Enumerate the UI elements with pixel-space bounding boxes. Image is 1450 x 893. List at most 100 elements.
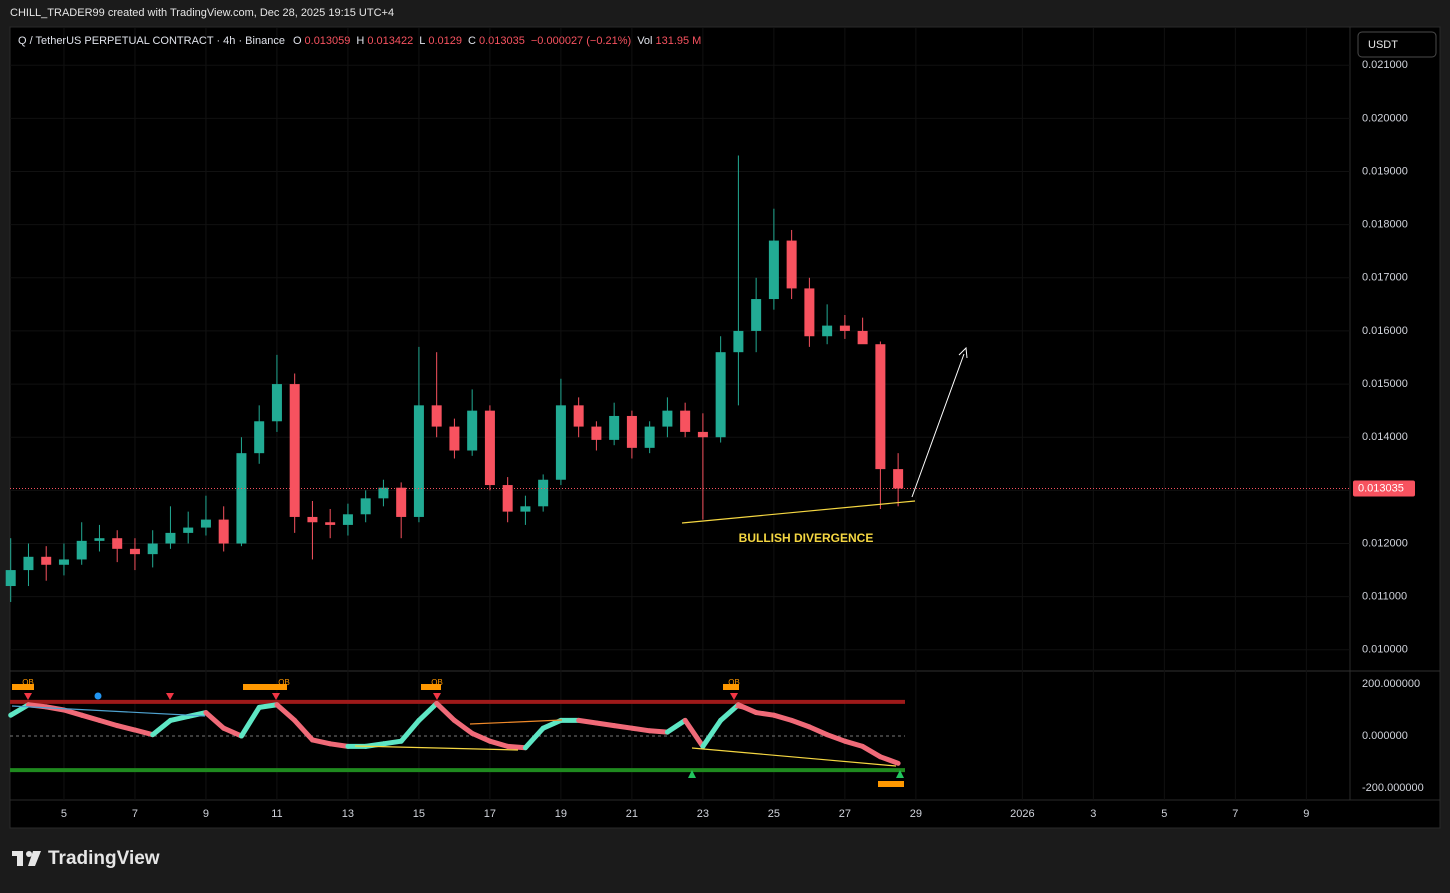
oscillator-segment <box>522 725 546 751</box>
change: −0.000027 (−0.21%) <box>530 35 632 47</box>
oscillator-segment <box>611 723 635 731</box>
divergence-line <box>681 500 916 524</box>
ob-label: OB <box>22 678 34 687</box>
x-tick-label: 2026 <box>1010 808 1034 820</box>
candles <box>5 155 1350 602</box>
marker <box>421 684 441 690</box>
candle-body <box>609 415 620 440</box>
last-price-box <box>1353 480 1415 497</box>
candle-body <box>342 514 353 525</box>
x-tick-label: 19 <box>555 808 567 820</box>
marker <box>723 684 739 690</box>
candle-body <box>449 426 460 451</box>
candle-body <box>94 538 105 541</box>
oscillator-segment <box>682 717 706 749</box>
oscillator-segment <box>540 717 564 731</box>
candle-body <box>41 556 52 565</box>
osc-divergence-line <box>354 745 519 751</box>
oscillator-segment <box>114 723 138 733</box>
candle-body <box>112 538 123 549</box>
y-tick-label: 0.020000 <box>1362 112 1408 124</box>
oscillator-segment <box>505 743 528 751</box>
currency-label[interactable]: USDT <box>1368 39 1398 51</box>
oscillator-segment <box>167 713 191 723</box>
x-tick-label: 9 <box>203 808 209 820</box>
oscillator-segment <box>96 717 120 729</box>
x-tick-label: 11 <box>271 808 282 820</box>
y-tick-label: 0.017000 <box>1362 272 1408 284</box>
oscillator-segment <box>789 717 812 730</box>
y-tick-label: 0.021000 <box>1362 59 1408 71</box>
oscillator-segment <box>79 712 102 723</box>
candle-body <box>325 522 336 525</box>
logo-part <box>17 851 23 866</box>
last-price-label: 0.013035 <box>1358 482 1404 494</box>
y-tick-label: 0.012000 <box>1362 537 1408 549</box>
oscillator-segment <box>451 717 475 736</box>
oscillator-segment <box>629 725 653 734</box>
osc-markers <box>12 684 904 787</box>
x-tick-label: 5 <box>1161 808 1167 820</box>
logo-part <box>28 851 41 866</box>
currency-button[interactable] <box>1357 31 1437 58</box>
annotation: BULLISH DIVERGENCE <box>739 531 874 545</box>
oscillator-segment <box>256 702 280 710</box>
oscillator-segment <box>61 707 85 718</box>
oscillator-segment <box>238 704 262 739</box>
candle-body <box>822 325 833 337</box>
x-tick-label: 7 <box>132 808 138 820</box>
x-tick-label: 29 <box>910 808 922 820</box>
signal-dot <box>94 692 102 700</box>
attribution: CHILL_TRADER99 created with TradingView.… <box>10 7 394 19</box>
candle-body <box>626 415 637 448</box>
osc-divergence-line <box>691 747 897 767</box>
candle-body <box>697 431 708 438</box>
signal <box>433 693 441 700</box>
candle-body <box>591 426 602 440</box>
signal <box>896 770 904 778</box>
oscillator-segment <box>842 738 866 749</box>
projection-arrow <box>911 353 965 498</box>
oscillator-segment <box>664 717 688 735</box>
candle-body <box>520 506 531 512</box>
x-tick-label: 13 <box>342 808 354 820</box>
candle-body <box>76 540 87 560</box>
candle-body <box>875 344 886 470</box>
ohlc-label: C <box>468 35 476 47</box>
candle-body <box>573 405 584 427</box>
candle-body <box>200 519 211 528</box>
osc-tick-label: 0.000000 <box>1362 730 1408 742</box>
oscillator-segment <box>700 717 724 749</box>
volume: 131.95 M <box>655 35 702 47</box>
candle-body <box>484 410 495 486</box>
oscillator-segment <box>203 710 227 731</box>
osc-divergence-line <box>734 706 791 721</box>
ohlc-value: 0.013059 <box>304 35 351 47</box>
oscillator-segment <box>292 717 315 743</box>
candle-body <box>413 405 424 517</box>
symbol: Q / TetherUS PERPETUAL CONTRACT · 4h · B… <box>18 35 285 47</box>
oscillator-segment <box>576 717 599 726</box>
x-tick-label: 7 <box>1232 808 1238 820</box>
y-tick-label: 0.014000 <box>1362 431 1408 443</box>
oscillator-segment <box>806 724 830 738</box>
oscillator-segment <box>327 741 351 749</box>
candle-body <box>768 240 779 300</box>
volume-label: Vol <box>637 35 653 47</box>
ohlc-label: O <box>292 35 302 47</box>
candle-body <box>715 352 726 438</box>
candle-body <box>839 325 850 331</box>
candle-body <box>218 519 229 544</box>
signal <box>688 770 696 778</box>
oscillator-segment <box>25 702 49 710</box>
x-tick-label: 9 <box>1303 808 1309 820</box>
candle-body <box>236 453 247 544</box>
candle-body <box>644 426 655 448</box>
buy-signals <box>688 770 904 778</box>
candle-body <box>431 405 442 427</box>
osc-tick-label: 200.000000 <box>1362 678 1420 690</box>
candle-body <box>289 384 300 517</box>
oscillator-segment <box>274 702 298 723</box>
